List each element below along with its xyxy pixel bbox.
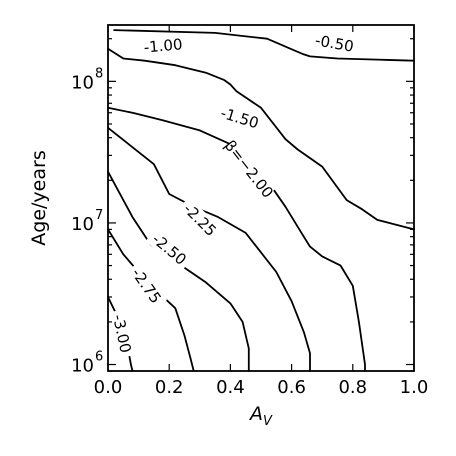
contour-label-group: β=−2.00 <box>221 137 277 202</box>
y-tick-label: 10 <box>71 72 94 93</box>
contour-label: β=−2.00 <box>221 137 277 202</box>
x-axis: 0.0 0.2 0.4 0.6 0.8 1.0 <box>94 25 429 398</box>
contour-label: -0.50 <box>314 31 355 55</box>
y-tick-exponent: 8 <box>95 66 103 81</box>
y-tick-label: 10 <box>71 214 94 235</box>
contour-line <box>107 126 311 372</box>
x-tick-label: 1.0 <box>400 377 429 398</box>
contour-label-group: -1.50 <box>214 102 265 134</box>
contour-label-group: -2.25 <box>176 196 223 243</box>
contour-label-background <box>138 34 188 57</box>
contour-label-background <box>214 102 265 134</box>
plot-frame <box>107 24 415 372</box>
x-tick-label: 0.2 <box>155 377 184 398</box>
contour-label-group: -2.50 <box>145 227 193 272</box>
contour-line <box>113 29 415 62</box>
contour-label-group: -3.00 <box>108 308 136 359</box>
contour-line <box>107 106 366 372</box>
contour-label-group: -0.50 <box>309 30 360 57</box>
y-tick-exponent: 7 <box>95 208 103 223</box>
y-tick-label: 10 <box>71 356 94 377</box>
contour-label-background <box>221 138 276 200</box>
contour-label-background <box>108 308 136 359</box>
contour-line <box>107 170 250 372</box>
contour-label-background <box>309 30 360 57</box>
contour-label-background <box>145 227 193 272</box>
x-tick-label: 0.8 <box>338 377 367 398</box>
contour-label-group: -2.75 <box>125 261 168 311</box>
contour-label-background <box>176 196 223 243</box>
contour-label: -3.00 <box>109 313 135 355</box>
y-tick-exponent: 6 <box>95 350 103 365</box>
contour-label: -1.50 <box>218 104 260 133</box>
contour-label-group: -1.00 <box>138 34 188 57</box>
contour-line <box>107 47 415 231</box>
contour-lines <box>107 29 415 372</box>
y-axis-label: Age/years <box>28 150 50 245</box>
x-tick-label: 0.0 <box>94 377 123 398</box>
x-tick-label: 0.6 <box>277 377 306 398</box>
contour-label: -1.00 <box>143 35 183 56</box>
contour-label-background <box>125 261 168 311</box>
x-tick-label: 0.4 <box>216 377 245 398</box>
x-axis-label: AV <box>248 403 273 429</box>
